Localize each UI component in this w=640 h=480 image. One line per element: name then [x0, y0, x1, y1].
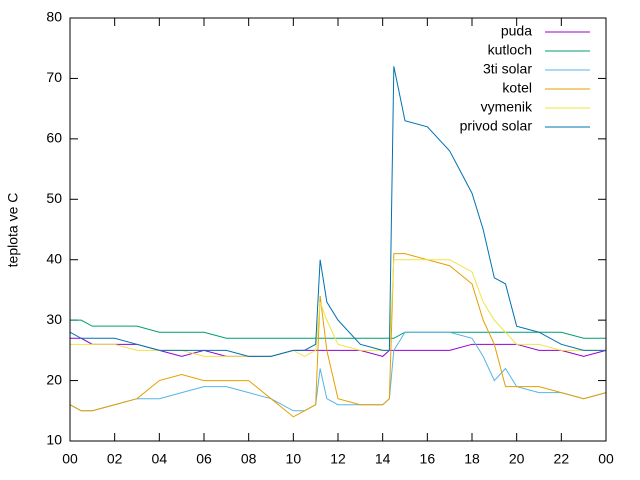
y-tick-label: 30 — [46, 311, 62, 327]
x-tick-label: 12 — [330, 451, 346, 467]
plot-border — [69, 17, 607, 442]
series-line — [70, 337, 607, 357]
y-axis-label: teplota ve C — [5, 193, 21, 268]
x-tick-label: 22 — [554, 451, 570, 467]
y-tick-label: 20 — [46, 371, 62, 387]
legend-label: 3ti solar — [483, 61, 532, 77]
series-line — [70, 319, 606, 339]
series-line — [69, 66, 606, 357]
x-tick-label: 16 — [420, 451, 436, 467]
legend-label: vymenik — [481, 99, 533, 115]
x-tick-label: 02 — [107, 451, 123, 467]
y-tick-label: 50 — [46, 190, 62, 206]
x-tick-label: 18 — [464, 451, 480, 467]
legend-label: privod solar — [460, 118, 533, 134]
y-tick-label: 70 — [46, 69, 62, 85]
series-line — [69, 253, 607, 418]
x-tick-label: 04 — [152, 451, 168, 467]
y-tick-label: 80 — [46, 9, 62, 25]
y-tick-label: 40 — [46, 250, 62, 266]
x-tick-label: 14 — [375, 451, 391, 467]
legend-label: kotel — [502, 80, 532, 96]
x-tick-label: 20 — [509, 451, 525, 467]
x-tick-label: 00 — [62, 451, 78, 467]
y-tick-label: 60 — [46, 130, 62, 146]
x-tick-label: 08 — [241, 451, 257, 467]
x-tick-label: 00 — [598, 451, 614, 467]
legend-label: kutloch — [488, 42, 532, 58]
x-tick-label: 06 — [196, 451, 212, 467]
y-tick-label: 10 — [46, 432, 62, 448]
legend-label: puda — [501, 23, 532, 39]
x-tick-label: 10 — [286, 451, 302, 467]
